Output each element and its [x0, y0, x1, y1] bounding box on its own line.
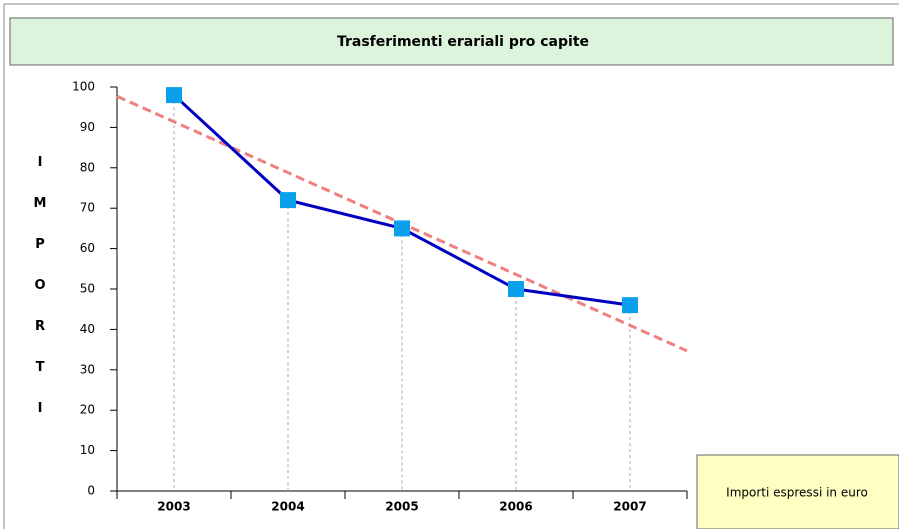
y-tick-label: 40 — [80, 322, 95, 336]
y-tick-label: 30 — [80, 362, 95, 376]
y-tick-label: 50 — [80, 282, 95, 296]
marker — [166, 87, 182, 104]
x-tick-label: 2006 — [499, 500, 532, 514]
y-tick-label: 20 — [80, 403, 95, 417]
y-tick-label: 90 — [80, 120, 95, 134]
y-tick-label: 10 — [80, 443, 95, 457]
marker — [394, 220, 410, 237]
note: Importi espressi in euro — [726, 486, 868, 500]
chart-title: Trasferimenti erariali pro capite — [337, 34, 589, 50]
y-tick-label: 0 — [87, 484, 95, 498]
series-line — [172, 93, 631, 307]
x-tick-label: 2007 — [613, 500, 646, 514]
y-tick-label: 70 — [80, 201, 95, 215]
y-axis-label: IMPORTI — [33, 155, 48, 442]
title-box — [9, 17, 894, 66]
y-tick-label: 60 — [80, 241, 95, 255]
note-box — [696, 454, 899, 529]
x-tick-label: 2004 — [271, 500, 304, 514]
marker — [508, 281, 524, 297]
marker — [280, 192, 296, 209]
y-tick-label: 100 — [72, 80, 95, 94]
x-tick-label: 2003 — [157, 500, 190, 514]
x-tick-label: 2005 — [385, 500, 418, 514]
y-tick-label: 80 — [80, 160, 95, 174]
marker — [622, 297, 638, 314]
